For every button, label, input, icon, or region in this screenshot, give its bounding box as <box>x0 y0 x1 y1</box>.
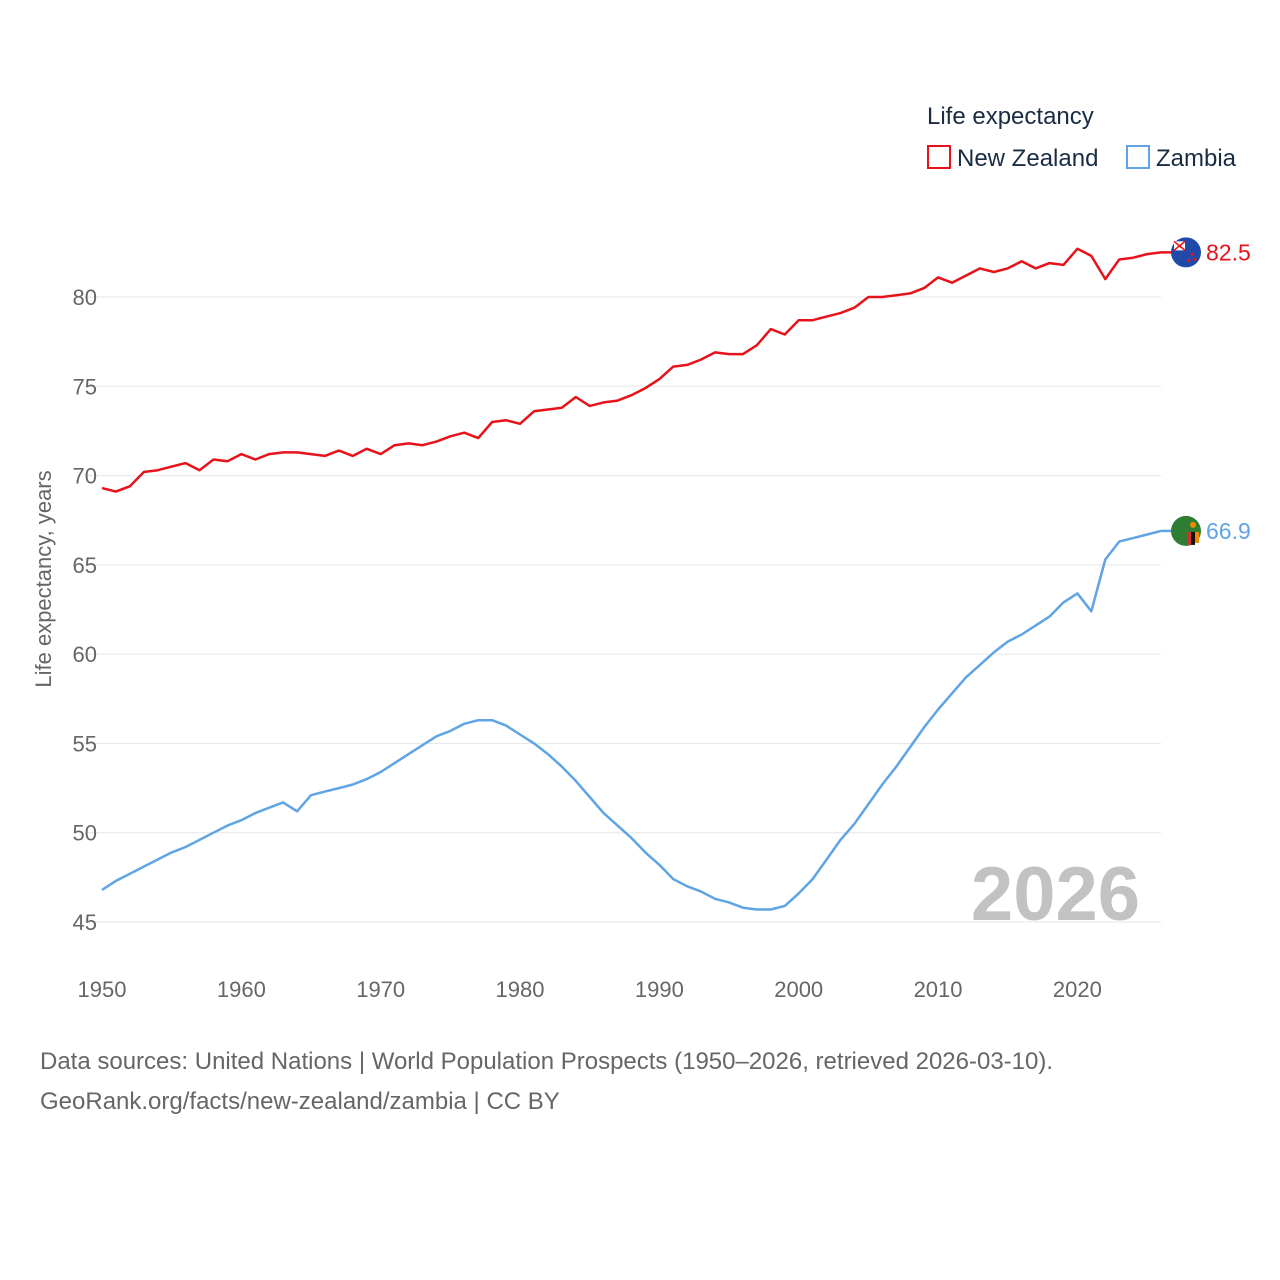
x-tick-label-1990: 1990 <box>635 977 684 1002</box>
data-source-note: Data sources: United Nations | World Pop… <box>40 1042 1240 1122</box>
x-tick-label-2010: 2010 <box>914 977 963 1002</box>
x-axis-ticks: 1950 1960 1970 1980 1990 2000 2010 2020 <box>78 977 1102 1002</box>
x-tick-label-1950: 1950 <box>78 977 127 1002</box>
grid-lines <box>84 296 1161 923</box>
y-axis-label: Life expectancy, years <box>31 470 56 687</box>
series-line-new-zealand <box>101 247 1162 493</box>
year-watermark: 2026 <box>971 852 1140 937</box>
legend-item-zambia[interactable]: Zambia <box>1126 145 1237 172</box>
x-tick-label-2020: 2020 <box>1053 977 1102 1002</box>
y-tick-label-70: 70 <box>73 464 97 489</box>
legend-item-new-zealand[interactable]: New Zealand <box>927 145 1098 172</box>
y-tick-label-60: 60 <box>73 642 97 667</box>
y-axis-ticks: 45 50 55 60 65 70 75 80 <box>73 285 97 935</box>
legend-swatch-new-zealand <box>927 145 951 169</box>
series-line-zambia <box>101 529 1162 911</box>
legend-title: Life expectancy <box>927 103 1094 130</box>
new-zealand-flag-icon <box>1171 237 1201 268</box>
zambia-flag-icon <box>1171 515 1201 546</box>
end-label-zambia: 66.9 <box>1206 518 1251 544</box>
y-tick-label-75: 75 <box>73 374 97 399</box>
legend-swatch-zambia <box>1126 145 1150 169</box>
x-tick-label-1970: 1970 <box>356 977 405 1002</box>
y-tick-label-50: 50 <box>73 821 97 846</box>
legend-label-zambia: Zambia <box>1156 145 1237 172</box>
source-line-1: Data sources: United Nations | World Pop… <box>40 1048 1054 1075</box>
y-tick-label-80: 80 <box>73 285 97 310</box>
x-tick-label-1960: 1960 <box>217 977 266 1002</box>
y-tick-label-55: 55 <box>73 731 97 756</box>
series-lines <box>101 247 1162 911</box>
source-line-2: GeoRank.org/facts/new-zealand/zambia | C… <box>40 1088 560 1115</box>
legend-label-new-zealand: New Zealand <box>957 145 1098 172</box>
end-markers: 82.5 66.9 <box>1161 237 1251 546</box>
y-tick-label-45: 45 <box>73 910 97 935</box>
y-tick-label-65: 65 <box>73 553 97 578</box>
x-tick-label-2000: 2000 <box>774 977 823 1002</box>
end-label-new-zealand: 82.5 <box>1206 239 1251 265</box>
x-tick-label-1980: 1980 <box>496 977 545 1002</box>
